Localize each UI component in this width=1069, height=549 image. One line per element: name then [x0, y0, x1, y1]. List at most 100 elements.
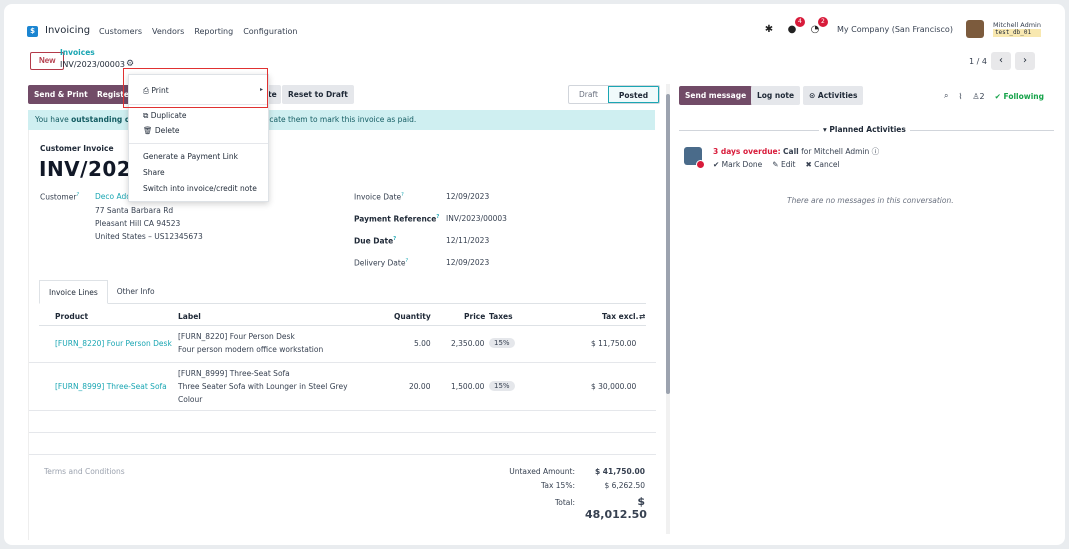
cancel-activity-button[interactable]: ✖ Cancel: [805, 160, 840, 169]
gear-actions-dropdown: ⎙ Print ▸ ⧉ Duplicate 🗑 Delete Generate …: [128, 74, 269, 202]
row-product[interactable]: [FURN_8999] Three-Seat Sofa: [55, 382, 167, 391]
menu-item-switch[interactable]: Switch into invoice/credit note: [143, 184, 257, 193]
status-draft[interactable]: Draft: [579, 90, 598, 99]
info-icon[interactable]: ⓘ: [871, 147, 880, 156]
row-quantity[interactable]: 5.00: [414, 339, 431, 348]
planned-activities-divider: ▾ Planned Activities: [679, 125, 1054, 134]
due-date-label-text: Due Date: [354, 236, 394, 246]
clock-icon: ⊙: [809, 91, 818, 100]
due-date-label: Due Date?: [354, 236, 397, 246]
customer-field[interactable]: Deco Add: [95, 192, 132, 201]
followers-button[interactable]: ♙2: [972, 92, 984, 101]
col-product[interactable]: Product: [55, 312, 89, 321]
activity-summary: 3 days overdue: Call for Mitchell Admin …: [713, 146, 879, 157]
tax-value: $ 6,262.50: [604, 481, 645, 490]
search-icon[interactable]: ⌕: [943, 91, 949, 100]
send-message-button[interactable]: Send message: [679, 86, 753, 105]
followers-count: 2: [979, 91, 985, 101]
new-button[interactable]: New: [30, 52, 65, 70]
delivery-date-label-text: Delivery Date: [354, 258, 406, 268]
terms-and-conditions[interactable]: Terms and Conditions: [44, 467, 125, 476]
payment-reference-field[interactable]: INV/2023/00003: [446, 214, 507, 223]
menu-configuration[interactable]: Configuration: [243, 27, 298, 36]
tab-invoice-lines[interactable]: Invoice Lines: [39, 280, 108, 304]
submenu-caret-icon: ▸: [260, 86, 264, 93]
invoice-date-label: Invoice Date?: [354, 192, 404, 202]
due-date-field[interactable]: 12/11/2023: [446, 236, 490, 245]
address-line-2: Pleasant Hill CA 94523: [95, 219, 181, 228]
row-tax-badge[interactable]: 15%: [489, 338, 515, 348]
menu-customers[interactable]: Customers: [99, 27, 143, 36]
invoice-date-field[interactable]: 12/09/2023: [446, 192, 490, 201]
empty-row: [29, 433, 656, 455]
col-label[interactable]: Label: [178, 312, 201, 321]
invoice-form-sheet: Customer Invoice INV/2023/ Customer? Dec…: [28, 130, 656, 540]
col-price[interactable]: Price: [464, 312, 486, 321]
gear-icon[interactable]: ⚙: [126, 59, 135, 69]
form-scrollbar[interactable]: [666, 84, 670, 534]
register-payment-button[interactable]: Registe: [91, 85, 131, 104]
mark-done-button[interactable]: ✔ Mark Done: [713, 160, 763, 169]
person-icon: ♙: [972, 91, 980, 101]
lines-table-header: Product Label Quantity Price Taxes Tax e…: [39, 308, 646, 326]
table-row[interactable]: [FURN_8220] Four Person Desk [FURN_8220]…: [29, 326, 656, 363]
untaxed-label: Untaxed Amount:: [509, 467, 575, 476]
row-price[interactable]: 1,500.00: [451, 382, 485, 391]
pager-value[interactable]: 1 / 4: [969, 56, 987, 66]
row-price[interactable]: 2,350.00: [451, 339, 485, 348]
untaxed-value: $ 41,750.00: [594, 467, 645, 476]
table-row[interactable]: [FURN_8999] Three-Seat Sofa [FURN_8999] …: [29, 363, 656, 411]
app-logo-icon[interactable]: $: [27, 26, 38, 37]
status-posted[interactable]: Posted: [607, 86, 660, 103]
col-taxes[interactable]: Taxes: [489, 312, 513, 321]
col-quantity[interactable]: Quantity: [394, 312, 431, 321]
column-settings-icon[interactable]: ⇄: [639, 312, 646, 321]
pager-previous-button[interactable]: ‹: [991, 52, 1011, 70]
menu-item-share[interactable]: Share: [143, 168, 165, 177]
menu-item-print[interactable]: ⎙ Print: [143, 86, 169, 96]
log-note-button[interactable]: Log note: [751, 86, 801, 105]
send-print-button[interactable]: Send & Print: [28, 85, 94, 104]
company-switcher[interactable]: My Company (San Francisco): [836, 24, 953, 34]
copy-icon: ⧉: [143, 111, 151, 120]
edit-label: Edit: [780, 160, 796, 169]
invoice-date-label-text: Invoice Date: [354, 192, 402, 202]
activities-button[interactable]: ⊙ Activities: [803, 86, 864, 105]
planned-activities-toggle[interactable]: ▾ Planned Activities: [819, 125, 910, 134]
menu-item-duplicate[interactable]: ⧉ Duplicate: [143, 111, 186, 121]
printer-icon: ⎙: [143, 86, 152, 95]
menu-item-payment-link[interactable]: Generate a Payment Link: [143, 152, 238, 161]
menu-item-delete[interactable]: 🗑 Delete: [143, 126, 180, 135]
user-menu[interactable]: Mitchell Admin test_db_01: [992, 21, 1041, 37]
app-window: $ Invoicing Customers Vendors Reporting …: [4, 4, 1065, 545]
menu-divider: [129, 143, 268, 144]
status-bar: Draft Posted: [568, 85, 661, 104]
following-label: Following: [1003, 91, 1044, 101]
messages-icon[interactable]: ● 4: [785, 17, 805, 36]
user-avatar[interactable]: [965, 20, 984, 38]
row-quantity[interactable]: 20.00: [409, 382, 431, 391]
empty-row: [29, 411, 656, 433]
row-label-line2: Four person modern office workstation: [178, 345, 324, 354]
edit-activity-button[interactable]: ✎ Edit: [772, 160, 796, 169]
menu-vendors[interactable]: Vendors: [152, 27, 185, 36]
duplicate-label: Duplicate: [150, 111, 187, 120]
col-tax-excl[interactable]: Tax excl.: [602, 312, 639, 321]
tab-other-info[interactable]: Other Info: [116, 287, 155, 296]
pager-next-button[interactable]: ›: [1015, 52, 1035, 70]
app-name[interactable]: Invoicing: [45, 25, 91, 36]
reset-to-draft-button[interactable]: Reset to Draft: [282, 85, 354, 104]
row-tax-badge[interactable]: 15%: [489, 381, 515, 391]
menu-reporting[interactable]: Reporting: [194, 27, 234, 36]
breadcrumb-invoices[interactable]: Invoices: [60, 48, 95, 57]
database-name: test_db_01: [992, 29, 1041, 37]
delivery-date-field[interactable]: 12/09/2023: [446, 258, 490, 267]
row-product[interactable]: [FURN_8220] Four Person Desk: [55, 339, 172, 348]
scrollbar-thumb[interactable]: [666, 94, 670, 394]
mark-done-label: Mark Done: [721, 160, 763, 169]
bug-icon[interactable]: ✱: [764, 23, 774, 35]
notebook-tabs: Invoice Lines Other Info: [39, 280, 646, 304]
activities-icon[interactable]: ◔ 2: [808, 17, 828, 36]
following-button[interactable]: ✔ Following: [994, 91, 1044, 101]
paperclip-icon[interactable]: ⌇: [958, 91, 963, 101]
